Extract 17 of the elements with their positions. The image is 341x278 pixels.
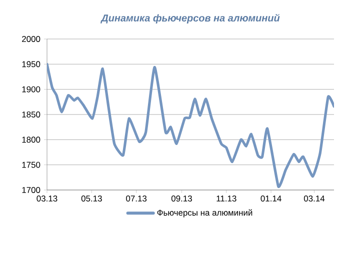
y-tick-label: 1900 xyxy=(22,86,40,92)
x-tick-label: 03.13 xyxy=(36,196,58,202)
y-tick-label: 1750 xyxy=(22,162,40,168)
x-tick-label: 05.13 xyxy=(81,196,102,202)
y-tick-label: 1700 xyxy=(22,187,40,193)
legend-label: Фьючерсы на алюминий xyxy=(157,209,252,218)
y-tick-label: 2000 xyxy=(22,36,40,42)
x-tick-label: 07.13 xyxy=(126,196,147,202)
line-series xyxy=(47,62,334,188)
x-tick-label: 01.14 xyxy=(260,196,282,202)
y-tick-label: 1850 xyxy=(22,112,40,118)
chart-title: Динамика фьючерсов на алюминий xyxy=(100,14,280,24)
x-tick-label: 03.14 xyxy=(304,196,325,202)
x-tick-label: 09.13 xyxy=(171,196,192,202)
y-tick-label: 1800 xyxy=(22,136,40,143)
x-tick-label: 11.13 xyxy=(216,196,236,202)
y-tick-label: 1950 xyxy=(22,61,40,68)
